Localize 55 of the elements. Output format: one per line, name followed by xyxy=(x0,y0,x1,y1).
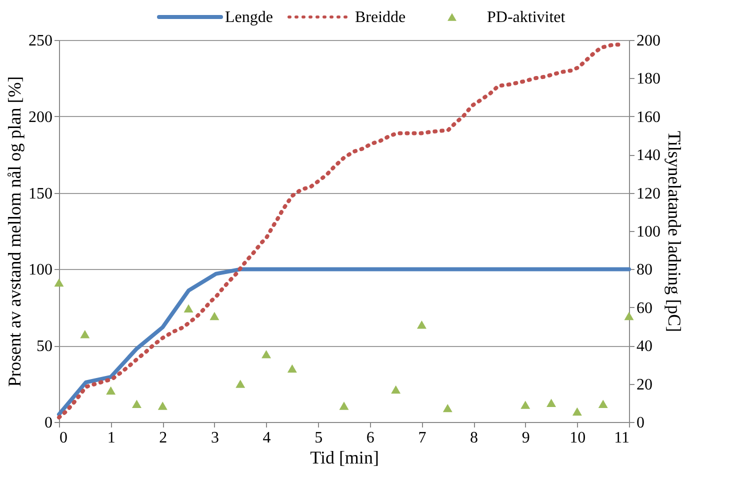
y-tick-label: 250 xyxy=(28,32,52,50)
x-tick-label: 1 xyxy=(107,430,116,446)
y-tick-label: 50 xyxy=(36,338,52,356)
x-tick-label: 10 xyxy=(570,430,586,446)
point xyxy=(442,404,452,412)
point xyxy=(262,350,272,358)
y2-tick-label: 80 xyxy=(636,262,652,279)
x-tick-label: 0 xyxy=(60,430,68,446)
point xyxy=(106,386,116,395)
legend-label: Lengde xyxy=(225,9,273,26)
y-tick-label: 150 xyxy=(28,185,52,202)
point xyxy=(339,402,349,410)
x-tick-label: 6 xyxy=(366,430,374,446)
x-tick-label: 11 xyxy=(614,430,630,446)
y-tick-label: 100 xyxy=(28,262,52,279)
y-tick-label: 0 xyxy=(44,414,52,432)
y2-tick-label: 180 xyxy=(636,70,660,88)
legend-label: PD-aktivitet xyxy=(487,9,566,26)
y-axis-title: Prosent av avstand mellom nål og plan [%] xyxy=(4,76,24,387)
x-tick-label: 5 xyxy=(314,430,323,446)
y2-tick-label: 0 xyxy=(636,414,644,432)
y2-tick-label: 200 xyxy=(636,32,660,50)
y2-tick-label: 60 xyxy=(636,300,652,317)
point xyxy=(391,385,401,394)
y2-tick-label: 20 xyxy=(636,376,652,394)
legend-label: Breidde xyxy=(355,9,406,26)
point xyxy=(54,278,64,287)
point xyxy=(520,400,530,409)
y-tick-label: 200 xyxy=(28,108,52,126)
point xyxy=(287,364,297,373)
y2-tick-label: 140 xyxy=(636,147,660,164)
point xyxy=(80,330,90,338)
point xyxy=(624,312,634,320)
x-tick-label: 2 xyxy=(159,430,168,446)
line-series xyxy=(57,267,631,416)
x-tick-label: 4 xyxy=(262,430,271,446)
y2-tick-label: 100 xyxy=(636,224,660,240)
y2-axis-title: Tilsynelatande ladning [pC] xyxy=(664,130,684,332)
point xyxy=(572,407,582,416)
x-axis-title: Tid [min] xyxy=(310,448,379,468)
point xyxy=(598,400,608,408)
point xyxy=(158,402,168,410)
x-tick-label: 3 xyxy=(210,430,219,446)
point xyxy=(184,304,194,312)
y2-tick-label: 120 xyxy=(636,185,660,202)
x-tick-label: 8 xyxy=(470,430,478,446)
y2-tick-label: 40 xyxy=(636,338,652,356)
point xyxy=(546,398,556,408)
point xyxy=(416,320,426,329)
x-tick-label: 7 xyxy=(418,430,426,446)
x-tick-label: 9 xyxy=(522,430,530,446)
point xyxy=(210,312,220,320)
point xyxy=(236,380,246,388)
y2-tick-label: 160 xyxy=(636,108,660,126)
point xyxy=(132,400,142,408)
